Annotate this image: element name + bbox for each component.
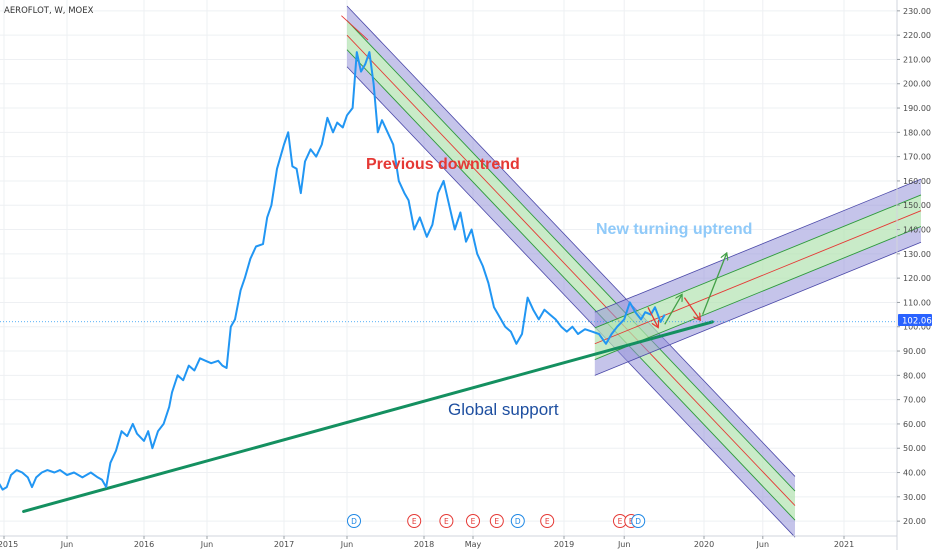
event-marker-letter-6: E	[545, 517, 550, 526]
price-tick-label-13: 150.00	[903, 201, 931, 210]
event-marker-9	[631, 514, 646, 528]
down-outer-lower-edge	[346, 66, 796, 538]
price-line	[0, 51, 666, 491]
new-uptrend-label: New turning uptrend	[596, 221, 752, 238]
price-tick-label-5: 70.00	[903, 396, 926, 405]
trend-arrow-3	[701, 254, 727, 315]
down-outer-upper-band	[347, 5, 795, 492]
time-tick-label-6: 2018	[414, 540, 434, 549]
global-support-line[interactable]	[22, 320, 714, 513]
price-tick-label-9: 110.00	[903, 298, 931, 307]
price-tick-label-16: 180.00	[903, 128, 931, 137]
time-tick-label-4: 2017	[274, 540, 294, 549]
event-marker-letter-5: D	[515, 517, 521, 526]
svg-text:102.06: 102.06	[902, 317, 932, 327]
event-marker-letter-2: E	[444, 517, 449, 526]
up-outer-lower-edge	[594, 241, 922, 376]
price-tick-label-4: 60.00	[903, 420, 926, 429]
event-marker-letter-7: E	[618, 517, 623, 526]
event-marker-2	[439, 514, 454, 528]
event-marker-1	[407, 514, 422, 528]
price-tick-label-8: 100.00	[903, 323, 931, 332]
down-outer-upper-edge	[346, 5, 796, 477]
time-tick-label-2: 2016	[134, 540, 154, 549]
trend-arrows	[647, 254, 727, 327]
event-marker-5	[510, 514, 525, 528]
downtrend-handle	[341, 15, 369, 41]
event-marker-letter-4: E	[494, 517, 499, 526]
time-tick-label-7: May	[465, 540, 482, 549]
price-tick-label-0: 20.00	[903, 517, 926, 526]
price-tick-label-17: 190.00	[903, 104, 931, 113]
trend-arrow-0	[647, 307, 658, 326]
price-series	[0, 51, 666, 491]
pitchfork-channels	[341, 5, 922, 538]
time-tick-label-11: Jun	[756, 540, 770, 549]
price-tick-label-7: 90.00	[903, 347, 926, 356]
price-tick-label-12: 140.00	[903, 226, 931, 235]
up-median-line	[594, 210, 922, 345]
down-median-line	[346, 34, 796, 506]
time-tick-label-9: Jun	[617, 540, 631, 549]
price-tick-label-11: 130.00	[903, 250, 931, 259]
up-inner-upper-edge	[594, 194, 922, 329]
time-tick-label-10: 2020	[694, 540, 714, 549]
event-marker-4	[489, 514, 504, 528]
up-outer-upper-edge	[594, 178, 922, 313]
event-marker-3	[466, 514, 480, 528]
time-tick-label-3: Jun	[200, 540, 214, 549]
time-tick-label-8: 2019	[554, 540, 574, 549]
price-tick-label-1: 30.00	[903, 493, 926, 502]
event-marker-6	[540, 514, 555, 528]
event-marker-letter-1: E	[412, 517, 417, 526]
price-tick-label-10: 120.00	[903, 274, 931, 283]
previous-downtrend-label: Previous downtrend	[366, 156, 520, 173]
time-tick-label-5: Jun	[340, 540, 354, 549]
price-tick-label-19: 210.00	[903, 55, 931, 64]
up-outer-upper-band	[594, 179, 921, 328]
time-tick-label-0: 2015	[0, 540, 18, 549]
price-tick-label-20: 220.00	[903, 31, 931, 40]
trend-arrow-2	[683, 297, 699, 320]
price-tick-label-3: 50.00	[903, 444, 926, 453]
event-marker-0	[347, 514, 361, 528]
price-tick-label-14: 160.00	[903, 177, 931, 186]
time-axis[interactable]: 2015 Jun 2016 Jun 2017 Jun 2018 May 2019 Jun 2020 J…	[0, 535, 897, 549]
time-tick-label-12: 2021	[834, 540, 854, 549]
event-marker-letter-0: D	[351, 517, 357, 526]
global-support-label: Global support	[448, 400, 559, 419]
time-tick-label-1: Jun	[60, 540, 74, 549]
price-tag: 102.06	[898, 314, 932, 327]
trend-arrow-1	[664, 295, 682, 325]
down-outer-lower-band	[347, 49, 795, 538]
global-support-trendline	[22, 320, 714, 513]
event-marker-letter-9: D	[635, 517, 641, 526]
down-inner-lower-edge	[346, 49, 796, 521]
symbol-title: AEROFLOT, W, MOEX	[4, 6, 94, 16]
event-marker-letter-3: E	[471, 517, 476, 526]
down-inner-upper-edge	[346, 20, 796, 492]
price-tick-label-15: 170.00	[903, 153, 931, 162]
up-inner-lower-edge	[594, 226, 922, 360]
price-tick-label-6: 80.00	[903, 371, 926, 380]
price-tick-label-21: 230.00	[903, 7, 931, 16]
price-axis[interactable]: 20.00 30.00 40.00 50.00 60.00 70.00 80.00 90.00…	[896, 0, 931, 550]
price-tick-label-18: 200.00	[903, 80, 931, 89]
up-outer-lower-band	[594, 226, 921, 376]
price-tick-label-2: 40.00	[903, 469, 926, 478]
